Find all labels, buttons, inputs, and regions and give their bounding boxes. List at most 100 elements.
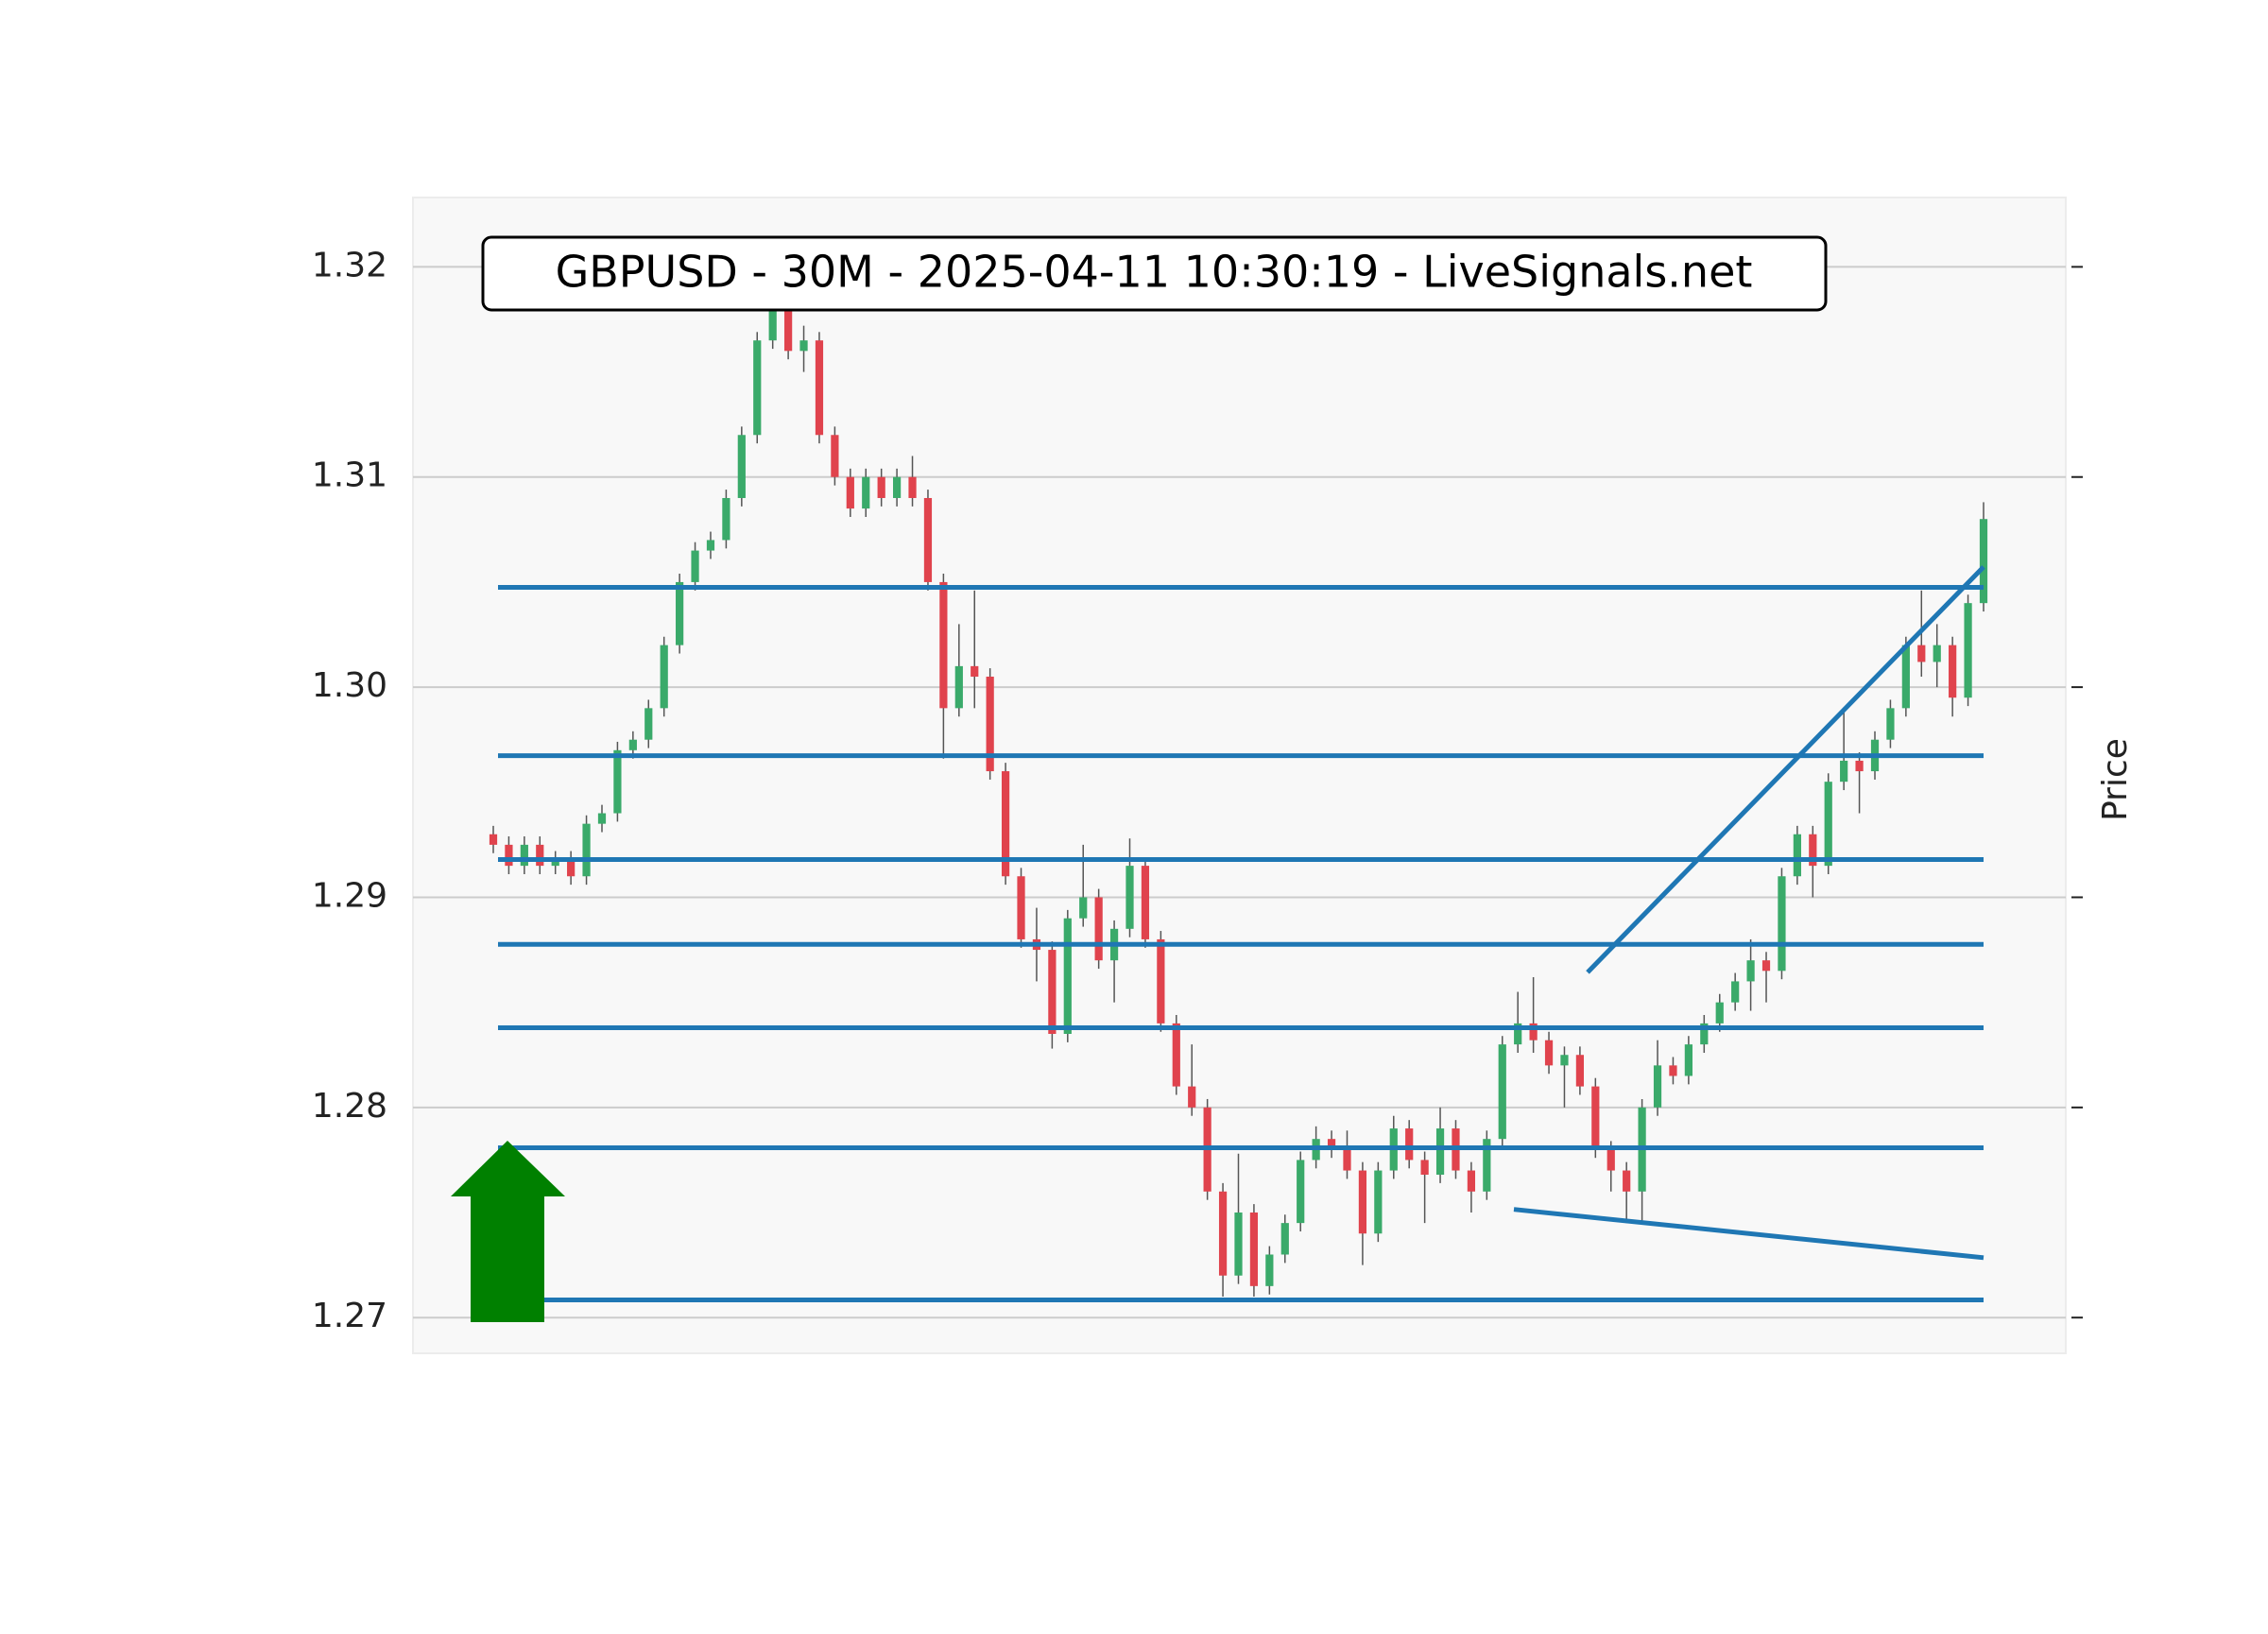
candle-body: [1249, 1213, 1259, 1286]
candle-body: [1498, 1044, 1506, 1140]
candle-body: [1374, 1170, 1383, 1234]
candle-body: [939, 581, 948, 709]
candle-body: [1684, 1044, 1692, 1076]
candle-body: [1824, 782, 1832, 867]
candle-body: [1435, 1128, 1445, 1175]
candle-body: [1001, 771, 1010, 877]
candle-body: [536, 844, 544, 867]
candle-body: [1358, 1170, 1367, 1234]
candle-body: [971, 665, 979, 677]
candle-body: [1669, 1065, 1677, 1076]
candle-body: [1933, 645, 1941, 662]
candle-body: [660, 645, 668, 709]
candle-body: [877, 476, 885, 498]
y-tick-label: 1.29: [312, 876, 387, 915]
candle-body: [1715, 1002, 1724, 1023]
y-tick-label: 1.30: [312, 666, 387, 705]
y-tick-label: 1.31: [312, 456, 387, 495]
candle-body: [520, 844, 528, 867]
candle-body: [1048, 950, 1057, 1035]
candle-body: [1840, 760, 1848, 783]
candle-body: [862, 476, 870, 509]
candle-body: [986, 676, 994, 772]
candle-body: [1405, 1128, 1414, 1161]
candle-body: [1731, 981, 1740, 1003]
candle-body: [892, 476, 902, 498]
candle-body: [1343, 1149, 1351, 1171]
candle-body: [489, 834, 498, 845]
plot-area: [412, 197, 2067, 1354]
candle-body: [908, 476, 917, 498]
candle-body: [1917, 645, 1926, 662]
chart-title: GBPUSD - 30M - 2025-04-11 10:30:19 - Liv…: [556, 247, 1753, 298]
candle-body: [1529, 1023, 1538, 1041]
candle-body: [1420, 1160, 1429, 1175]
candle-body: [1514, 1023, 1522, 1045]
candle-body: [1094, 897, 1103, 961]
y-tick-label: 1.27: [312, 1297, 387, 1335]
candle-body: [815, 340, 824, 436]
y-tick-label: 1.32: [312, 246, 387, 284]
candle-body: [1949, 645, 1957, 698]
signal-arrow: [451, 1141, 565, 1322]
candle-body: [1157, 938, 1165, 1023]
candle-body: [1467, 1170, 1476, 1192]
candle-body: [644, 708, 653, 740]
candle-body: [1964, 603, 1972, 698]
marks: [489, 300, 1988, 1297]
candle-body: [1063, 918, 1072, 1035]
candle-body: [1188, 1086, 1196, 1108]
candle-body: [1606, 1149, 1615, 1171]
candle-body: [784, 308, 793, 352]
trend-line: [1586, 565, 1985, 974]
candle-body: [954, 665, 963, 709]
candle-body: [1653, 1065, 1662, 1108]
candle-body: [1280, 1223, 1289, 1255]
candle-body: [1079, 897, 1088, 919]
candle-body: [1218, 1191, 1228, 1276]
candle-body: [1855, 760, 1864, 772]
candle-body: [706, 540, 715, 551]
candle-body: [1979, 519, 1988, 604]
candle-body: [691, 550, 699, 582]
candle-body: [1901, 645, 1910, 709]
candle-body: [1265, 1254, 1274, 1286]
grid: 1.27 1.28 1.29 1.30 1.31 1.32: [312, 246, 2083, 1335]
candle-body: [1700, 1023, 1709, 1045]
candle-body: [846, 476, 854, 509]
candle-body: [1746, 960, 1755, 982]
candle-body: [567, 859, 576, 877]
candle-body: [1761, 960, 1771, 972]
candle-body: [737, 435, 746, 498]
candle-body: [551, 859, 559, 867]
candle-body: [1575, 1055, 1585, 1087]
candle-body: [1017, 876, 1025, 939]
candle-body: [753, 340, 762, 436]
arrow-body: [471, 1195, 544, 1322]
candle-body: [582, 823, 591, 877]
candle-body: [597, 813, 607, 824]
candle-body: [1591, 1086, 1600, 1150]
candle-body: [1809, 834, 1817, 867]
lines: [498, 565, 1985, 1303]
candle-body: [1483, 1139, 1491, 1192]
candle-body: [1778, 876, 1786, 972]
candle-body: [1234, 1213, 1243, 1276]
arrow-head: [451, 1141, 565, 1196]
candle-body: [1141, 866, 1150, 939]
candle-body: [613, 749, 622, 814]
candle-body: [505, 844, 513, 867]
title-box: [481, 235, 1828, 312]
y-axis-label: Price: [2096, 738, 2135, 821]
candle-body: [628, 739, 637, 750]
candle-body: [722, 497, 730, 541]
y-tick-label: 1.28: [312, 1087, 387, 1126]
candle-body: [831, 435, 839, 477]
candle-body: [1623, 1170, 1631, 1192]
candle-body: [1327, 1139, 1336, 1150]
candle-body: [1886, 708, 1895, 740]
candle-body: [768, 308, 777, 341]
candle-body: [1172, 1023, 1180, 1087]
